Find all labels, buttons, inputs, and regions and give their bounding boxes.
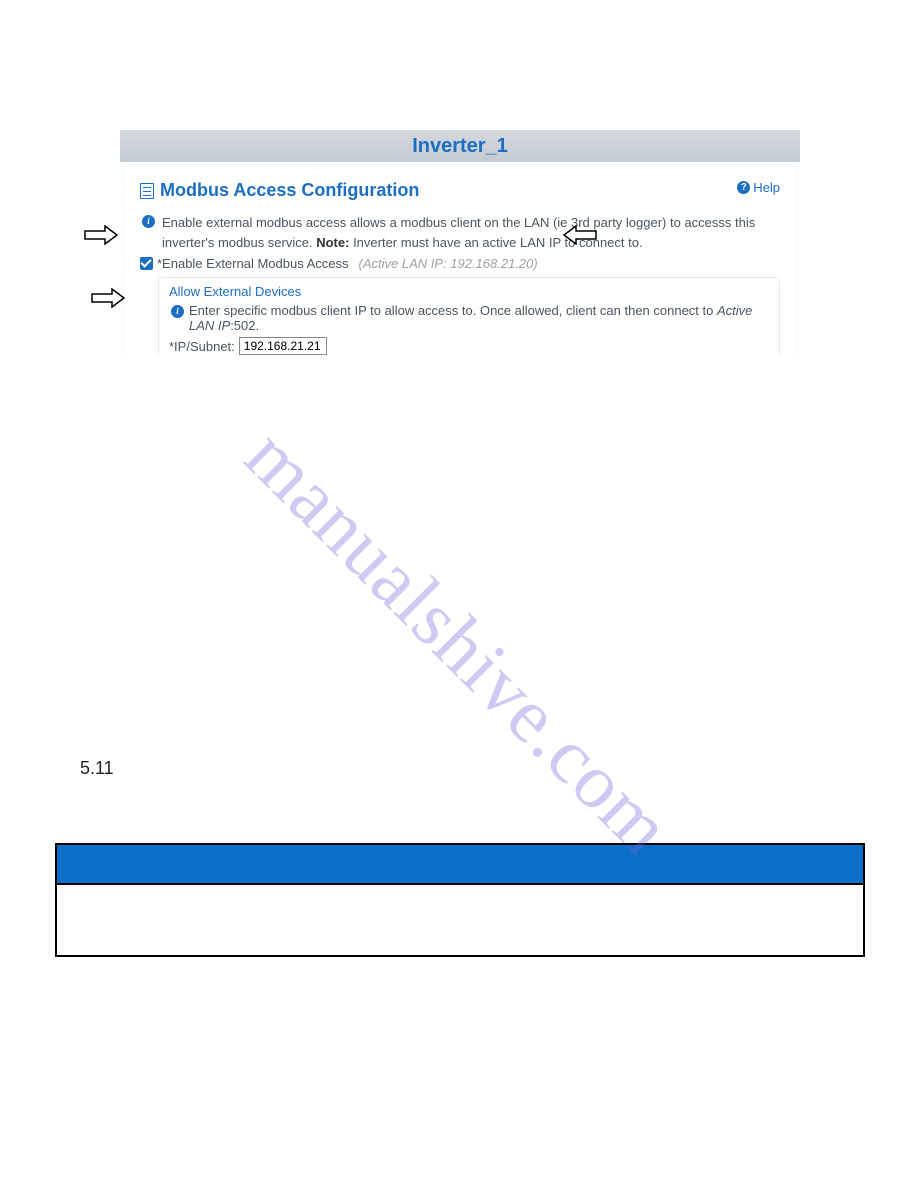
- ip-field-1-label: *IP/Subnet:: [169, 339, 235, 354]
- watermark-text: manualshive.com: [228, 411, 690, 873]
- port-suffix: :502.: [230, 318, 259, 333]
- sub-info-prefix: Enter specific modbus client IP to allow…: [189, 303, 717, 318]
- info-table-header: [57, 845, 863, 885]
- panel-title: Modbus Access Configuration: [140, 180, 780, 201]
- help-icon: ?: [737, 181, 750, 194]
- info-icon: i: [142, 215, 155, 228]
- annotation-arrow-icon: [562, 225, 598, 245]
- info-table: [55, 843, 865, 957]
- allow-devices-section: Allow External Devices i Enter specific …: [158, 277, 780, 355]
- info-table-body: [57, 885, 863, 955]
- enable-modbus-checkbox[interactable]: [140, 257, 153, 270]
- document-icon: [140, 183, 154, 199]
- config-screenshot: Inverter_1 ? Help Modbus Access Configur…: [120, 130, 800, 355]
- active-lan-ip: (Active LAN IP: 192.168.21.20): [359, 256, 538, 271]
- enable-checkbox-row: *Enable External Modbus Access (Active L…: [140, 256, 780, 271]
- enable-checkbox-label: *Enable External Modbus Access: [157, 256, 349, 271]
- modbus-panel: ? Help Modbus Access Configuration i Ena…: [124, 166, 796, 355]
- annotation-arrow-icon: [83, 225, 119, 245]
- device-title: Inverter_1: [120, 130, 800, 162]
- note-label: Note:: [316, 235, 349, 250]
- panel-title-text: Modbus Access Configuration: [160, 180, 419, 201]
- ip-subnet-input-1[interactable]: [239, 337, 327, 355]
- annotation-arrow-icon: [90, 288, 126, 308]
- help-link[interactable]: ? Help: [737, 180, 780, 195]
- section-number: 5.11: [80, 758, 114, 779]
- ip-field-1-row: *IP/Subnet:: [169, 337, 769, 355]
- subsection-title: Allow External Devices: [169, 284, 769, 303]
- info-text: i Enable external modbus access allows a…: [140, 213, 780, 252]
- subsection-info: i Enter specific modbus client IP to all…: [169, 303, 769, 333]
- info-icon: i: [171, 305, 184, 318]
- note-text: Inverter must have an active LAN IP to c…: [353, 235, 643, 250]
- help-label: Help: [753, 180, 780, 195]
